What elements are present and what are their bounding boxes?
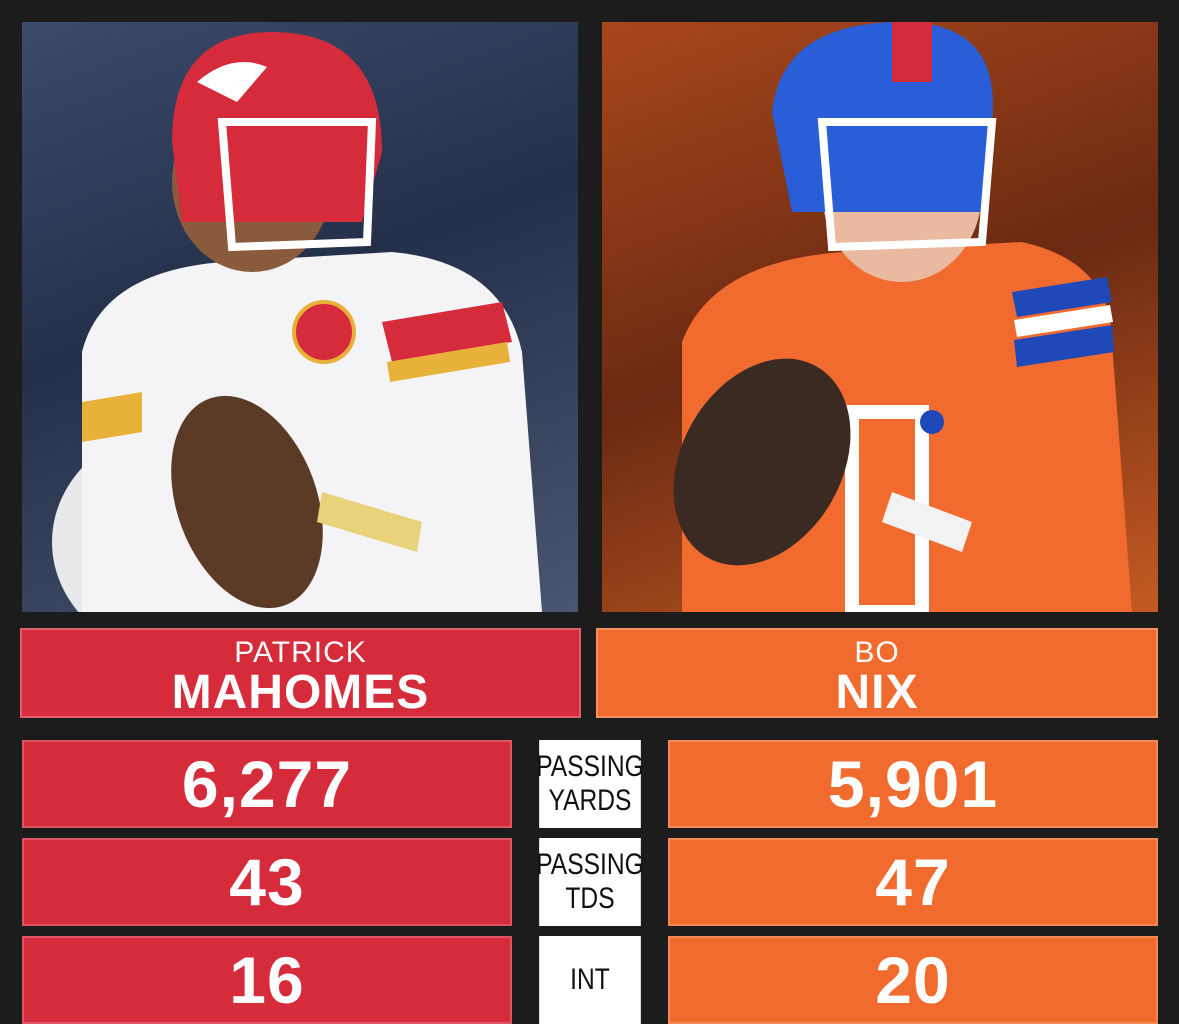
- stat-label-line2: YARDS: [548, 784, 632, 817]
- stat-label-line1: INT: [570, 963, 610, 996]
- player-last-name-right: NIX: [835, 666, 919, 719]
- stat-value-left-int: 16: [22, 936, 512, 1024]
- stat-label-int: INT: [539, 936, 641, 1024]
- stat-value-left-passing-yards: 6,277: [22, 740, 512, 828]
- stat-value-right-passing-tds: 47: [668, 838, 1158, 926]
- stat-label-line1: PASSING: [536, 750, 644, 783]
- player-photo-mahomes: [22, 22, 578, 612]
- stat-value-right-int: 20: [668, 936, 1158, 1024]
- stat-label-line2: TDS: [565, 882, 615, 915]
- nix-illustration: [673, 22, 1132, 612]
- stat-label-passing-yards: PASSING YARDS: [536, 740, 644, 828]
- player-name-banner-right: BO NIX: [596, 628, 1158, 718]
- player-last-name-left: MAHOMES: [171, 666, 430, 719]
- mahomes-illustration: [52, 32, 542, 612]
- player-photo-nix: [602, 22, 1158, 612]
- player-first-name-right: BO: [854, 636, 900, 669]
- stat-label-passing-tds: PASSING TDS: [536, 838, 644, 926]
- stat-value-left-passing-tds: 43: [22, 838, 512, 926]
- stat-value-right-passing-yards: 5,901: [668, 740, 1158, 828]
- player-name-banner-left: PATRICK MAHOMES: [20, 628, 581, 718]
- stat-label-line1: PASSING: [536, 848, 644, 881]
- player-first-name-left: PATRICK: [234, 636, 367, 669]
